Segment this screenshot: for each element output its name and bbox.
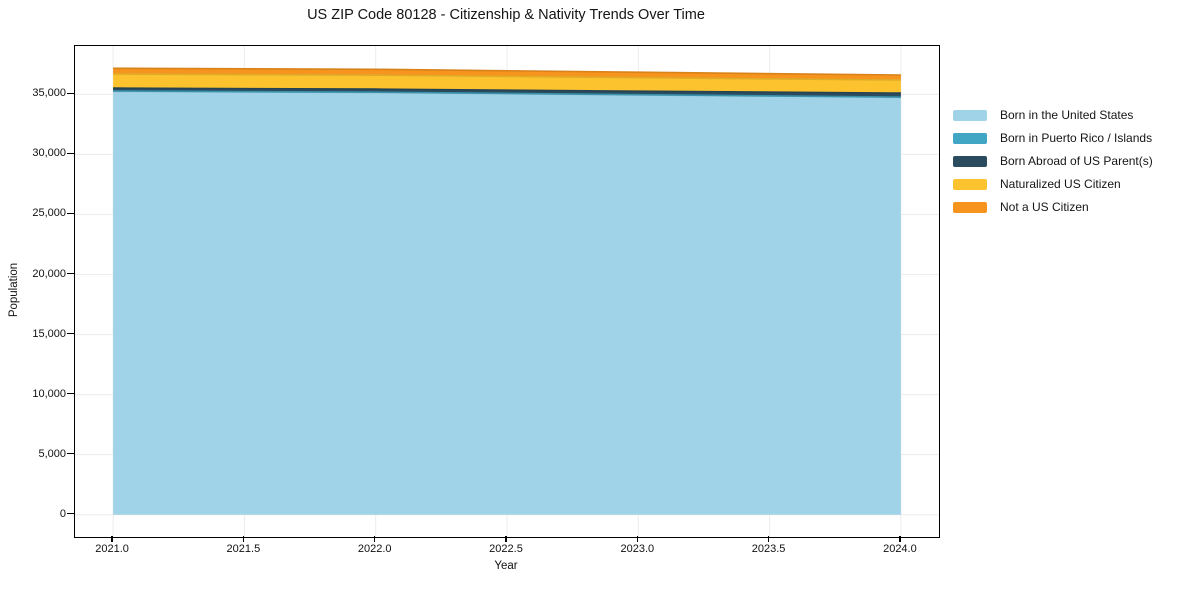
legend-item-born-abroad-of-us-parent-s: Born Abroad of US Parent(s) (953, 150, 1153, 173)
edge-naturalized-us-citizen (113, 73, 901, 81)
legend-swatch-naturalized-us-citizen (953, 179, 987, 190)
y-tick-mark (67, 272, 74, 275)
x-axis-label: Year (494, 560, 518, 572)
area-born-in-the-united-states (113, 91, 901, 515)
y-tick-label: 10,000 (32, 387, 66, 400)
y-tick-mark (67, 152, 74, 155)
y-tick-mark (67, 332, 74, 335)
legend-label: Naturalized US Citizen (1000, 177, 1121, 191)
legend-swatch-born-in-puerto-rico-islands (953, 133, 987, 144)
legend: Born in the United States Born in Puerto … (953, 104, 1153, 219)
x-tick-mark (767, 536, 770, 542)
x-tick-mark (636, 536, 639, 542)
x-tick-mark (373, 536, 376, 542)
area-not-a-us-citizen (113, 68, 901, 80)
x-tick-mark (505, 536, 507, 542)
legend-item-born-in-puerto-rico-islands: Born in Puerto Rico / Islands (953, 127, 1153, 150)
edge-not-a-us-citizen (113, 67, 901, 76)
y-tick-mark (67, 212, 74, 215)
y-tick-mark (67, 392, 74, 395)
y-tick-label: 30,000 (32, 147, 66, 160)
x-tick-label: 2022.0 (357, 543, 392, 555)
plot-area (74, 45, 940, 538)
y-tick-mark (67, 452, 74, 455)
x-tick-mark (242, 536, 245, 542)
legend-swatch-born-abroad-of-us-parent-s (953, 156, 987, 167)
chart-title: US ZIP Code 80128 - Citizenship & Nativi… (307, 7, 705, 23)
edge-born-abroad-of-us-parent-s (113, 87, 901, 94)
y-tick-mark (67, 512, 74, 515)
x-tick-mark (899, 536, 901, 542)
x-tick-label: 2024.0 (883, 543, 917, 555)
y-tick-label: 15,000 (32, 327, 66, 340)
legend-item-not-a-us-citizen: Not a US Citizen (953, 196, 1153, 219)
legend-item-naturalized-us-citizen: Naturalized US Citizen (953, 173, 1153, 196)
x-tick-label: 2021.5 (226, 543, 261, 555)
x-tick-label: 2023.0 (620, 543, 655, 555)
legend-item-born-in-the-united-states: Born in the United States (953, 104, 1153, 127)
x-tick-label: 2022.5 (489, 543, 523, 555)
y-tick-mark (67, 92, 74, 95)
legend-label: Born in Puerto Rico / Islands (1000, 131, 1153, 145)
legend-label: Not a US Citizen (1000, 200, 1089, 214)
y-tick-label: 20,000 (32, 267, 66, 280)
x-tick-label: 2021.0 (95, 543, 129, 555)
legend-label: Born Abroad of US Parent(s) (1000, 154, 1153, 168)
y-tick-label: 35,000 (32, 87, 66, 100)
edge-born-in-puerto-rico-islands (113, 90, 901, 98)
legend-label: Born in the United States (1000, 108, 1134, 122)
x-tick-label: 2023.5 (751, 543, 786, 555)
stacked-area-plot (75, 46, 939, 537)
y-axis-label: Population (8, 262, 20, 318)
legend-swatch-not-a-us-citizen (953, 202, 987, 213)
y-tick-label: 5,000 (38, 447, 66, 460)
x-tick-mark (111, 536, 113, 542)
legend-swatch-born-in-the-united-states (953, 110, 987, 121)
y-tick-label: 0 (59, 507, 66, 520)
y-tick-label: 25,000 (32, 207, 66, 220)
